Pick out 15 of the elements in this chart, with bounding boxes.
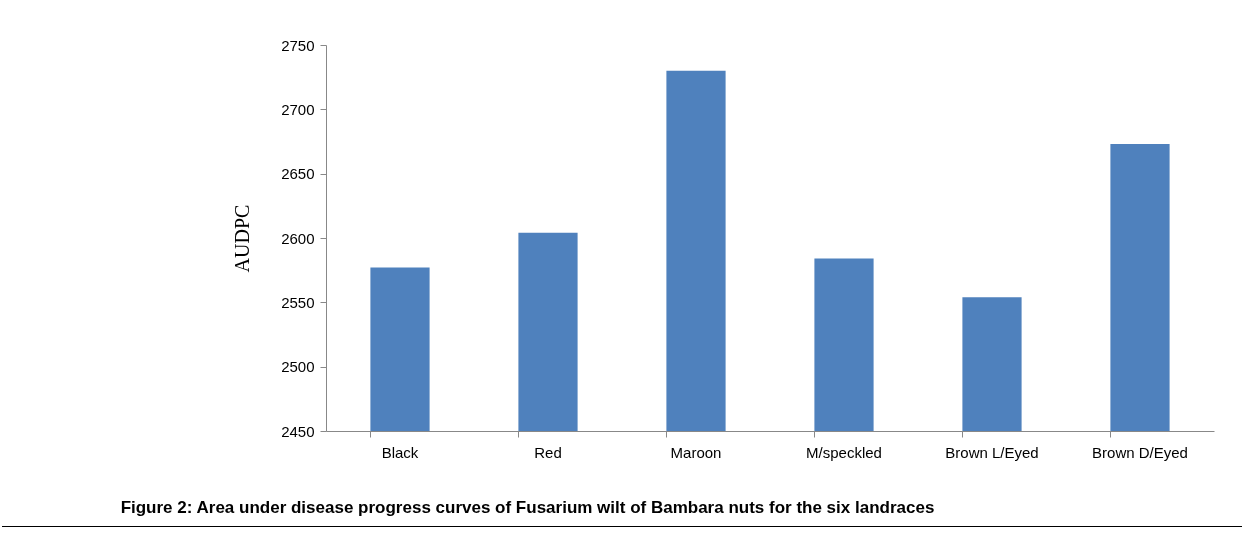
y-tick-label: 2450 bbox=[281, 422, 315, 440]
y-tick-label: 2750 bbox=[281, 36, 315, 54]
x-tick-label: Red bbox=[534, 443, 562, 461]
x-tick-label: Brown D/Eyed bbox=[1092, 443, 1188, 461]
y-tick-label: 2550 bbox=[281, 293, 315, 311]
y-tick-label: 2650 bbox=[281, 165, 315, 183]
x-tick-label: M/speckled bbox=[806, 443, 882, 461]
y-tick-label: 2700 bbox=[281, 100, 315, 118]
y-tick-label: 2600 bbox=[281, 229, 315, 247]
x-tick-label: Black bbox=[381, 443, 419, 461]
y-axis-title: AUDPC bbox=[231, 204, 254, 273]
x-tick-label: Maroon bbox=[670, 443, 722, 461]
text: Figure 2: Area under disease progress curves of Fusarium wilt of Bambara nuts for the six landraces bbox=[120, 498, 935, 517]
y-tick-label: 2500 bbox=[281, 358, 315, 376]
x-tick-label: Brown L/Eyed bbox=[945, 443, 1039, 461]
